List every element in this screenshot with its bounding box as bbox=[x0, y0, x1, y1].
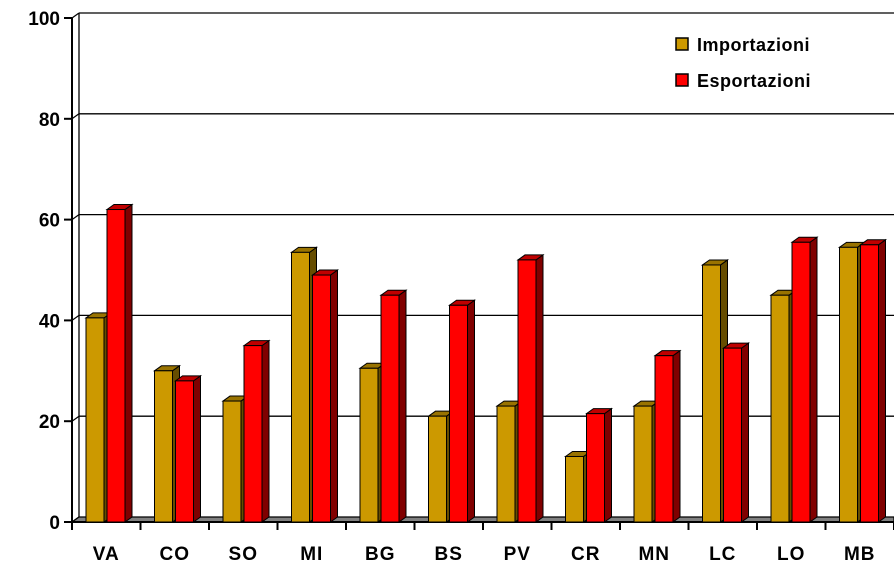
x-tick-label: BG bbox=[365, 544, 396, 565]
x-tick-label: MN bbox=[638, 544, 670, 565]
bar-esportazioni-mn bbox=[653, 349, 682, 523]
y-tick-label: 20 bbox=[39, 412, 60, 433]
y-tick-connector bbox=[71, 214, 80, 221]
bar-esportazioni-cr bbox=[584, 407, 614, 523]
bar-esportazioni-lc bbox=[721, 342, 751, 523]
legend-label-esportazioni: Esportazioni bbox=[697, 71, 811, 91]
legend-item-esportazioni: Esportazioni bbox=[675, 71, 811, 91]
x-tick-labels: VA CO SO MI BG BS PV CR MN LC LO MB bbox=[93, 544, 876, 565]
bar-esportazioni-mb bbox=[858, 238, 888, 523]
axes bbox=[64, 12, 894, 530]
y-tick-label: 100 bbox=[28, 9, 60, 30]
legend-swatch-importazioni bbox=[675, 37, 689, 51]
bar-esportazioni-so bbox=[242, 339, 271, 523]
x-tick-label: CO bbox=[160, 544, 191, 565]
x-tick-label: VA bbox=[93, 544, 120, 565]
y-tick-labels: 0 20 40 60 80 100 bbox=[28, 9, 60, 534]
gridlines bbox=[79, 12, 894, 417]
legend-label-importazioni: Importazioni bbox=[697, 35, 810, 55]
x-tick-label: MB bbox=[844, 544, 876, 565]
legend-item-importazioni: Importazioni bbox=[675, 35, 810, 55]
y-tick-label: 0 bbox=[49, 513, 60, 534]
x-tick-label: LO bbox=[777, 544, 805, 565]
y-tick-connector bbox=[71, 113, 80, 120]
x-tick-label: BS bbox=[435, 544, 463, 565]
bar-esportazioni-va bbox=[105, 203, 134, 523]
x-tick-label: PV bbox=[504, 544, 531, 565]
y-tick-label: 40 bbox=[39, 311, 60, 332]
bars bbox=[84, 203, 888, 523]
x-tick-label: MI bbox=[300, 544, 323, 565]
y-tick-connector bbox=[71, 314, 80, 321]
bar-esportazioni-bs bbox=[447, 299, 477, 523]
x-tick-label: LC bbox=[709, 544, 736, 565]
bar-esportazioni-co bbox=[173, 374, 203, 523]
y-tick-label: 80 bbox=[39, 110, 60, 131]
bar-esportazioni-pv bbox=[516, 253, 545, 523]
bar-esportazioni-mi bbox=[310, 269, 340, 523]
y-tick-label: 60 bbox=[39, 211, 60, 232]
x-tick-label: CR bbox=[571, 544, 600, 565]
bar-esportazioni-lo bbox=[790, 236, 819, 523]
x-tick-label: SO bbox=[229, 544, 258, 565]
y-tick-connector bbox=[71, 12, 80, 19]
y-tick-connector bbox=[71, 415, 80, 422]
legend-swatch-esportazioni bbox=[675, 73, 689, 87]
bar-esportazioni-bg bbox=[379, 289, 408, 523]
legend: Importazioni Esportazioni bbox=[675, 35, 811, 91]
